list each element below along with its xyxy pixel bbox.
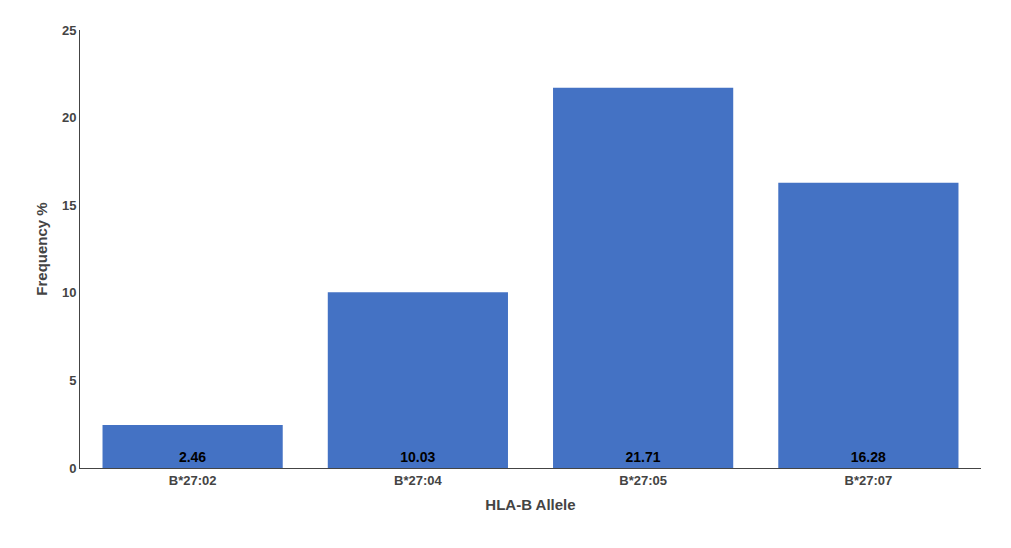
svg-text:25: 25 xyxy=(62,23,76,38)
svg-text:20: 20 xyxy=(62,110,76,125)
svg-text:16.28: 16.28 xyxy=(851,449,886,465)
svg-text:10: 10 xyxy=(62,285,76,300)
svg-text:B*27:05: B*27:05 xyxy=(619,473,667,488)
svg-text:10.03: 10.03 xyxy=(400,449,435,465)
svg-text:2.46: 2.46 xyxy=(179,449,206,465)
svg-text:0: 0 xyxy=(69,461,76,476)
svg-text:Frequency %: Frequency % xyxy=(33,202,50,295)
svg-text:5: 5 xyxy=(69,373,76,388)
svg-text:HLA-B Allele: HLA-B Allele xyxy=(485,496,575,513)
svg-text:B*27:04: B*27:04 xyxy=(394,473,442,488)
svg-text:21.71: 21.71 xyxy=(626,449,661,465)
svg-text:15: 15 xyxy=(62,198,76,213)
svg-text:B*27:07: B*27:07 xyxy=(845,473,893,488)
svg-text:B*27:02: B*27:02 xyxy=(169,473,217,488)
